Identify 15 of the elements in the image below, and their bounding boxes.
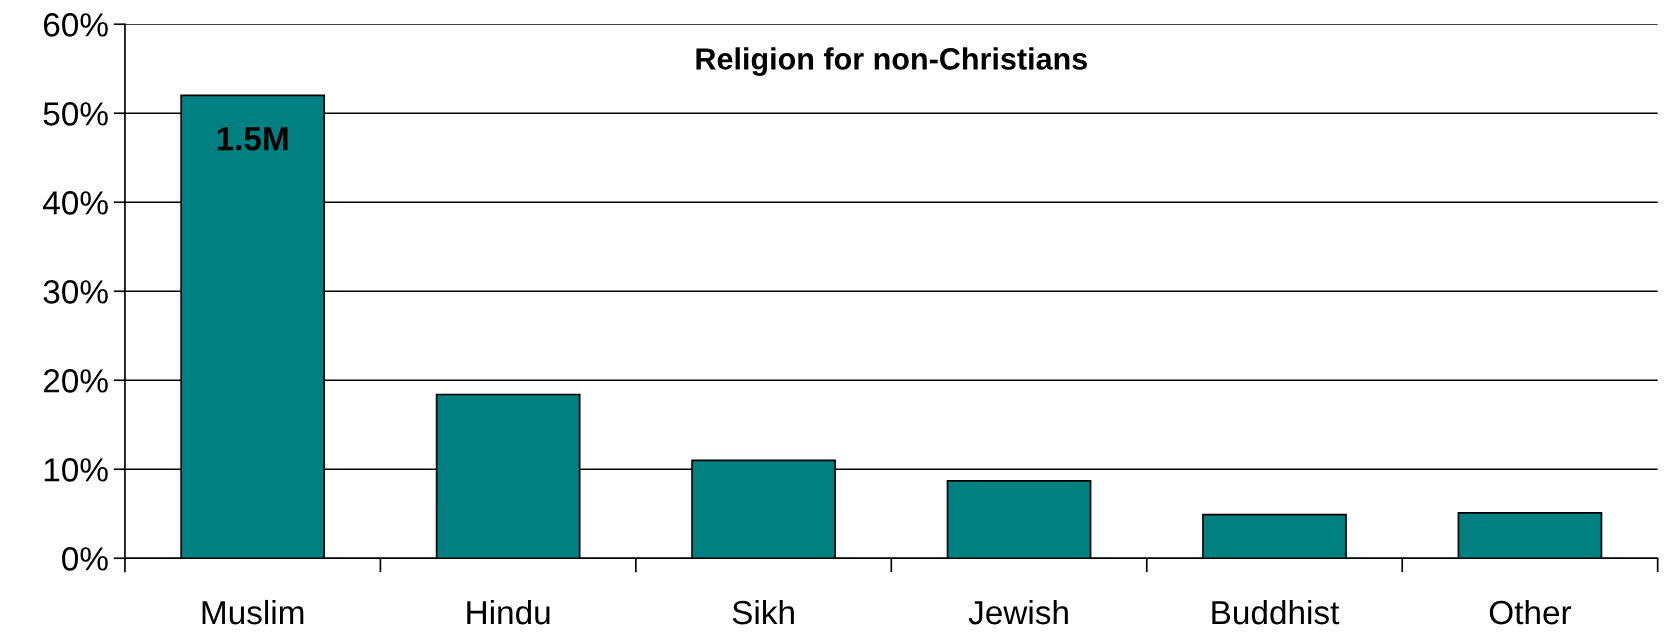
y-tick-label: 10% (44, 458, 108, 482)
y-tick-label: 40% (43, 191, 108, 215)
y-tick-label: 60% (43, 13, 108, 37)
y-tick-label: 30% (43, 280, 108, 304)
x-tick-label: Other (1489, 599, 1572, 625)
y-tick-label: 20% (43, 369, 108, 393)
x-tick-label: Sikh (732, 599, 794, 625)
x-tick-label: Jewish (968, 599, 1068, 625)
x-tick-label: Buddhist (1212, 599, 1340, 625)
y-tick-label: 50% (43, 102, 108, 126)
text: Religion for non-Christians (696, 47, 1087, 76)
x-tick-label: Hindu (467, 599, 550, 625)
annotation: 1.5M (217, 127, 288, 151)
x-tick-label: Muslim (202, 599, 304, 625)
y-tick-label: 0% (62, 547, 108, 571)
